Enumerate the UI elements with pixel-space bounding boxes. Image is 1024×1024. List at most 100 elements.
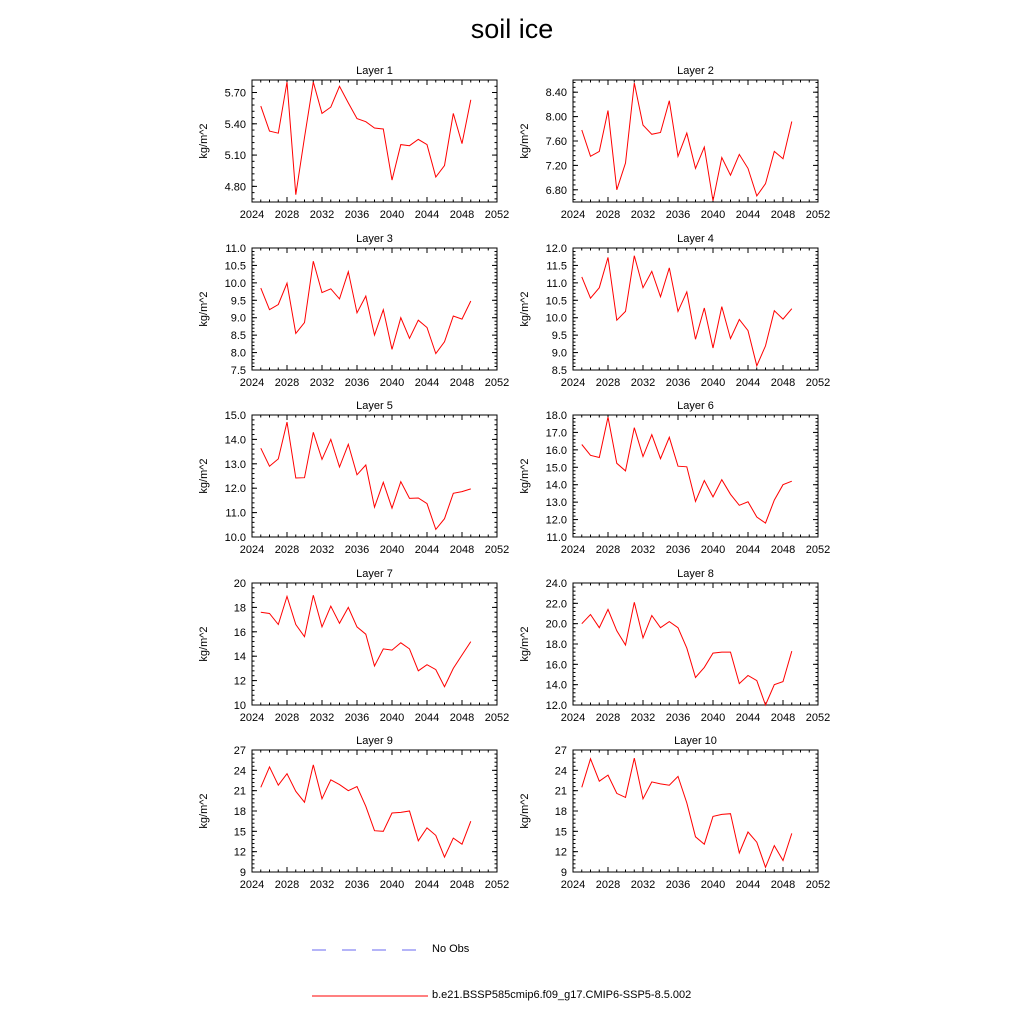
layer-6-xtick-label: 2024 [561,544,585,556]
layer-6-xtick-label: 2048 [771,544,795,556]
layer-9-plot-frame [251,749,498,873]
layer-8-title: Layer 8 [677,568,714,580]
layer-4-ytick-label: 9.0 [552,348,567,360]
layer-7-xtick-label: 2036 [345,712,369,724]
layer-6-ytick-label: 11.0 [546,532,567,544]
layer-5-ytick-label: 12.0 [225,483,246,495]
layer-8-ytick-label: 14.0 [546,680,567,692]
legend-no-obs-label: No Obs [432,943,470,955]
layer-9-chart: Layer 9 kg/m^2 2024 2028 2032 2036 2040 2044 204… [198,735,509,891]
layer-4-xtick-label: 2052 [806,377,830,389]
layer-3-xtick-label: 2036 [345,377,369,389]
layer-10-xtick-label: 2052 [806,879,830,891]
layer-8-xtick-label: 2024 [561,712,585,724]
layer-4-ytick-label: 12.0 [546,243,567,255]
layer-9-xtick-label: 2036 [345,879,369,891]
layer-1-xtick-label: 2024 [240,209,264,221]
layer-1-title: Layer 1 [356,65,393,77]
layer-1-xtick-label: 2040 [380,209,404,221]
layer-4-chart: Layer 4 kg/m^2 2024 2028 2032 2036 2040 2044 204… [519,233,830,389]
layer-10-ytick-label: 12 [555,847,567,859]
layer-3-xtick-label: 2024 [240,377,264,389]
layer-2-chart: Layer 2 kg/m^2 2024 2028 2032 2036 2040 2044 204… [519,65,830,221]
layer-7-xtick-label: 2024 [240,712,264,724]
layer-5-chart: Layer 5 kg/m^2 2024 2028 2032 2036 2040 2044 204… [198,400,509,556]
layer-5-xtick-label: 2032 [310,544,334,556]
layer-7-ytick-label: 12 [234,676,246,688]
layer-10-ytick-label: 27 [555,745,567,757]
layer-3-ytick-label: 10.0 [225,278,246,290]
layer-5-ytick-label: 11.0 [225,508,246,520]
layer-1-ylabel: kg/m^2 [198,123,210,158]
layer-7-xtick-label: 2044 [415,712,439,724]
layer-6-ytick-label: 15.0 [546,462,567,474]
layer-5-ytick-label: 10.0 [225,532,246,544]
layer-8-ytick-label: 16.0 [546,659,567,671]
layer-4-ytick-label: 10.0 [546,313,567,325]
layer-3-ytick-label: 10.5 [225,260,246,272]
layer-3-xtick-label: 2044 [415,377,439,389]
layer-4-ytick-label: 9.5 [552,330,567,342]
layer-9-series-line [260,764,472,859]
layer-8-ytick-label: 12.0 [546,700,567,712]
layer-5-xtick-label: 2052 [485,544,509,556]
layer-4-xtick-label: 2024 [561,377,585,389]
layer-5-xtick-label: 2028 [275,544,299,556]
layer-1-ytick-label: 5.10 [225,150,246,162]
layer-10-ytick-label: 21 [555,786,567,798]
layer-10-xtick-label: 2024 [561,879,585,891]
layer-6-xtick-label: 2040 [701,544,725,556]
layer-8-xtick-label: 2044 [736,712,760,724]
layer-8-xtick-label: 2040 [701,712,725,724]
layer-9-xtick-label: 2044 [415,879,439,891]
layer-10-xtick-label: 2032 [631,879,655,891]
layer-6-series-line [581,416,792,524]
layer-10-xtick-label: 2040 [701,879,725,891]
layer-10-title: Layer 10 [674,735,717,747]
layer-7-xtick-label: 2052 [485,712,509,724]
layer-7-xtick-label: 2028 [275,712,299,724]
layer-3-plot-frame [251,247,498,371]
layer-1-xtick-label: 2048 [450,209,474,221]
layer-3-ytick-label: 8.0 [231,348,246,360]
layer-10-chart: Layer 10 kg/m^2 2024 2028 2032 2036 2040 2044 20… [519,735,830,891]
layer-1-xtick-label: 2044 [415,209,439,221]
layer-2-plot-frame [572,79,819,203]
layer-7-ytick-label: 14 [234,651,246,663]
layer-5-xtick-label: 2040 [380,544,404,556]
layer-9-ylabel: kg/m^2 [198,793,210,828]
layer-8-xtick-label: 2052 [806,712,830,724]
layer-2-ytick-label: 8.40 [546,87,567,99]
layer-2-ylabel: kg/m^2 [519,123,531,158]
layer-7-ytick-label: 20 [234,578,246,590]
layer-4-xtick-label: 2036 [666,377,690,389]
layer-3-series-line [260,261,472,355]
layer-3-ytick-label: 9.5 [231,295,246,307]
layer-3-ytick-label: 11.0 [225,243,246,255]
layer-5-ytick-label: 13.0 [225,459,246,471]
layer-4-xtick-label: 2032 [631,377,655,389]
layer-9-xtick-label: 2052 [485,879,509,891]
layer-7-title: Layer 7 [356,568,393,580]
layer-6-xtick-label: 2032 [631,544,655,556]
layer-4-series-line [581,255,793,368]
layer-7-xtick-label: 2048 [450,712,474,724]
layer-8-chart: Layer 8 kg/m^2 2024 2028 2032 2036 2040 2044 204… [519,568,830,724]
layer-8-xtick-label: 2036 [666,712,690,724]
layer-5-title: Layer 5 [356,400,393,412]
layer-3-ytick-label: 9.0 [231,313,246,325]
layer-8-series-line [581,602,793,707]
layer-8-plot-frame [572,582,819,706]
layer-8-ytick-label: 20.0 [546,619,567,631]
layer-4-ylabel: kg/m^2 [519,291,531,326]
layer-2-xtick-label: 2048 [771,209,795,221]
layer-4-ytick-label: 11.5 [546,260,567,272]
layer-7-series-line [260,594,472,688]
layer-6-ylabel: kg/m^2 [519,458,531,493]
layer-9-ytick-label: 18 [234,806,246,818]
layer-9-xtick-label: 2024 [240,879,264,891]
layer-10-ytick-label: 18 [555,806,567,818]
layer-10-xtick-label: 2044 [736,879,760,891]
layer-2-ytick-label: 8.00 [546,112,567,124]
layer-2-series-line [581,82,793,201]
